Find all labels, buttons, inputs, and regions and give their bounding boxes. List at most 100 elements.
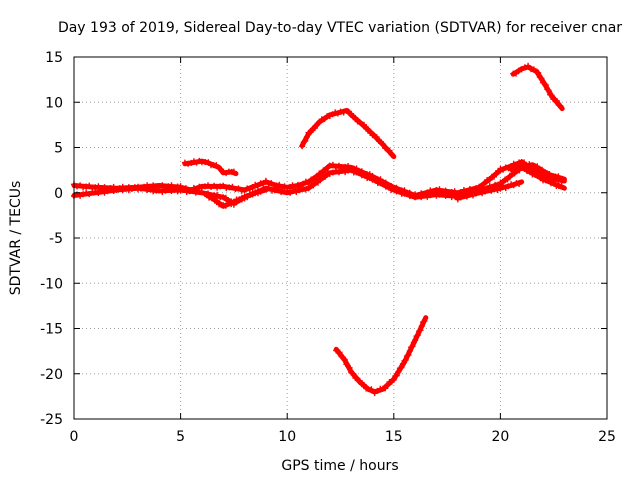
data-point	[287, 189, 294, 196]
data-point	[220, 182, 227, 189]
data-point	[92, 188, 99, 195]
data-point	[74, 183, 80, 190]
data-point	[202, 183, 208, 190]
series-line	[299, 107, 397, 160]
data-point	[177, 187, 184, 194]
series-arc-short	[181, 157, 239, 177]
data-point	[361, 121, 367, 128]
data-point	[534, 172, 541, 178]
data-point	[414, 332, 421, 339]
series-layer	[71, 62, 567, 397]
data-point	[119, 187, 126, 194]
y-tick-label: 0	[54, 186, 63, 202]
data-point	[299, 185, 306, 192]
data-point	[368, 386, 375, 393]
y-tick-label: -20	[40, 367, 63, 383]
data-point	[326, 171, 333, 177]
data-point	[165, 186, 172, 193]
data-point	[520, 164, 527, 171]
data-point	[83, 183, 90, 190]
data-point	[385, 183, 392, 190]
data-point	[144, 187, 151, 193]
data-point	[98, 188, 105, 195]
data-point	[535, 69, 542, 76]
data-point	[395, 368, 402, 375]
y-tick-label: -15	[40, 322, 63, 338]
data-point	[131, 184, 138, 191]
data-point	[174, 188, 181, 195]
series-arc-negative	[333, 315, 429, 397]
data-point	[526, 168, 533, 175]
data-point	[406, 348, 413, 355]
data-point	[427, 192, 434, 199]
data-point	[412, 337, 419, 344]
data-point	[208, 184, 215, 190]
data-point	[558, 182, 565, 189]
x-tick-label: 5	[176, 429, 185, 445]
data-point	[181, 159, 188, 166]
data-point	[373, 134, 380, 141]
data-point	[183, 189, 190, 195]
data-point	[513, 70, 519, 77]
data-point	[557, 102, 564, 109]
data-point	[337, 108, 344, 115]
data-point	[405, 352, 412, 358]
data-point	[402, 356, 409, 363]
data-point	[159, 189, 166, 195]
data-point	[380, 141, 387, 148]
data-point	[150, 188, 157, 195]
data-point	[548, 92, 555, 99]
data-point	[86, 191, 93, 198]
data-point	[299, 143, 306, 150]
data-point	[386, 147, 393, 154]
series-line	[333, 315, 429, 395]
data-point	[418, 323, 425, 330]
data-point	[421, 318, 428, 325]
data-point	[534, 163, 541, 170]
data-point	[466, 191, 473, 198]
data-point	[185, 160, 192, 167]
data-point	[521, 64, 528, 71]
data-point	[336, 349, 343, 356]
data-point	[388, 151, 395, 158]
data-point	[380, 180, 387, 187]
data-point	[481, 180, 488, 187]
data-point	[80, 184, 87, 191]
data-point	[222, 194, 229, 201]
series-arc-middle	[299, 107, 397, 160]
data-point	[311, 125, 318, 132]
data-point	[412, 194, 419, 201]
x-tick-label: 25	[598, 429, 616, 445]
data-point	[341, 356, 348, 363]
series-arc-upper-right	[510, 62, 565, 112]
data-point	[538, 75, 545, 82]
data-point	[491, 185, 498, 192]
data-point	[417, 327, 424, 334]
y-tick-label: 15	[45, 50, 63, 66]
data-point	[192, 189, 199, 196]
data-point	[457, 194, 464, 201]
data-point	[439, 190, 446, 197]
data-point	[558, 175, 565, 182]
data-point	[361, 381, 367, 388]
data-point	[205, 182, 211, 189]
data-point	[80, 191, 87, 198]
data-point	[473, 190, 479, 197]
chart-title: Day 193 of 2019, Sidereal Day-to-day VTE…	[58, 20, 622, 36]
data-point	[476, 189, 483, 196]
data-point	[409, 343, 416, 350]
data-point	[86, 182, 93, 189]
data-point	[159, 182, 166, 189]
data-point	[232, 186, 239, 193]
data-point	[332, 167, 339, 174]
data-point	[171, 186, 178, 193]
data-point	[515, 67, 522, 74]
series-band-right-upper	[508, 161, 567, 182]
data-point	[135, 186, 141, 193]
y-tick-label: 5	[54, 141, 63, 157]
data-point	[214, 191, 221, 198]
data-point	[339, 167, 345, 174]
data-point	[390, 376, 397, 383]
data-point	[382, 385, 389, 392]
